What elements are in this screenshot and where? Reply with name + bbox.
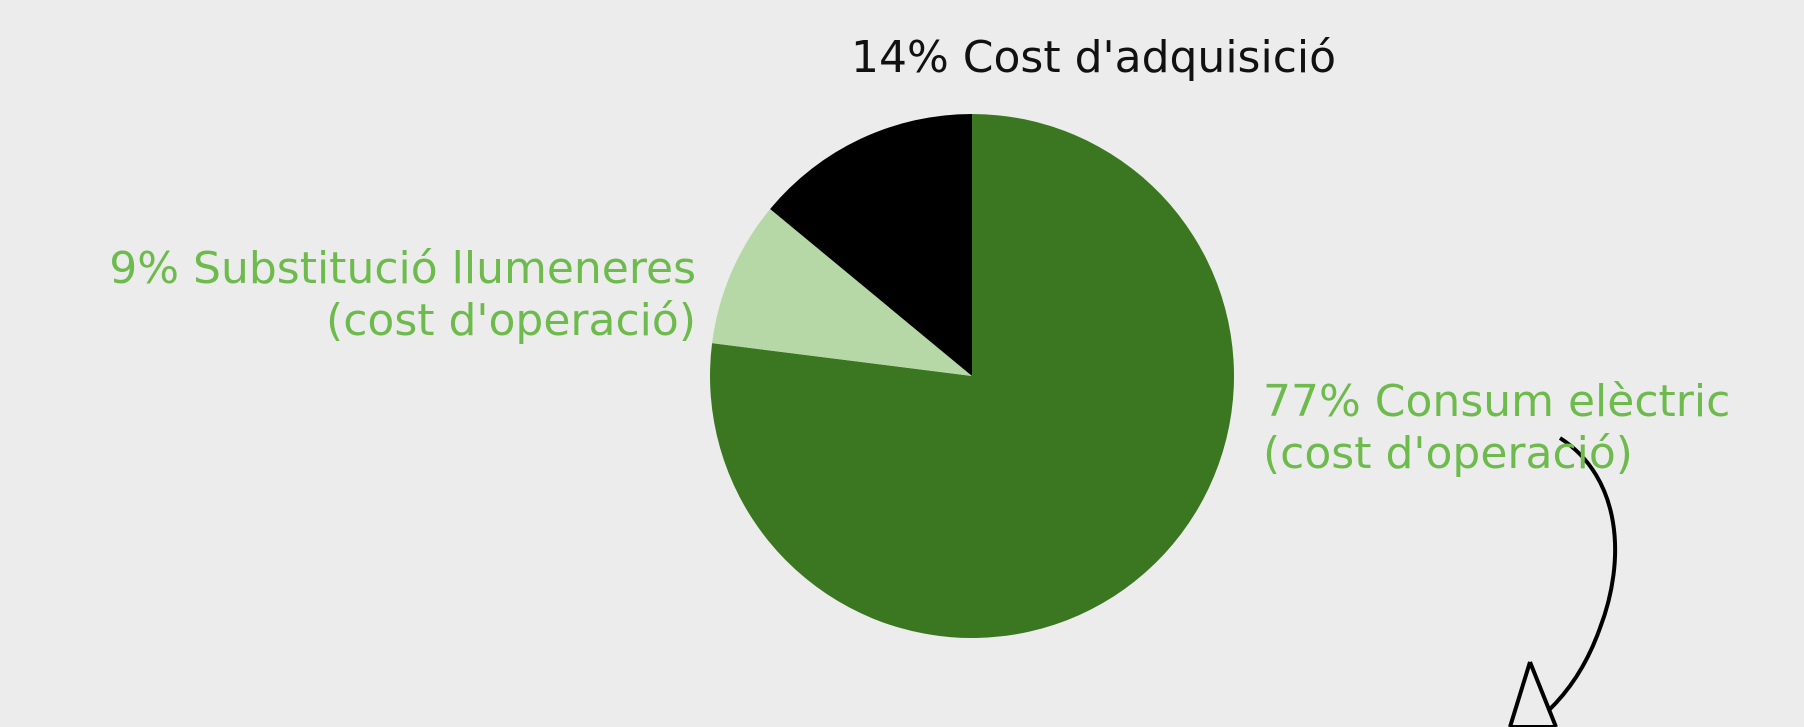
pie-slice-2 bbox=[770, 113, 972, 376]
slice-label-consumption-line1: 77% Consum elèctric bbox=[1263, 376, 1731, 427]
pie-slice-1 bbox=[712, 208, 972, 376]
annotation-arrow bbox=[1546, 436, 1618, 713]
slice-label-consumption: 77% Consum elèctric (cost d'operació) bbox=[1263, 376, 1730, 480]
slice-label-substitution: 9% Substitució llumeneres (cost d'operac… bbox=[109, 243, 696, 347]
slice-label-substitution-line1: 9% Substitució llumeneres bbox=[109, 243, 696, 294]
annotation-arrowhead bbox=[1508, 661, 1558, 727]
slice-label-acquisition: 14% Cost d'adquisició bbox=[851, 32, 1336, 84]
slice-label-acquisition-text: 14% Cost d'adquisició bbox=[851, 32, 1337, 83]
pie-slice-0 bbox=[710, 114, 1235, 639]
slice-label-consumption-line2: (cost d'operació) bbox=[1263, 428, 1633, 479]
slice-label-substitution-line2: (cost d'operació) bbox=[326, 295, 696, 346]
